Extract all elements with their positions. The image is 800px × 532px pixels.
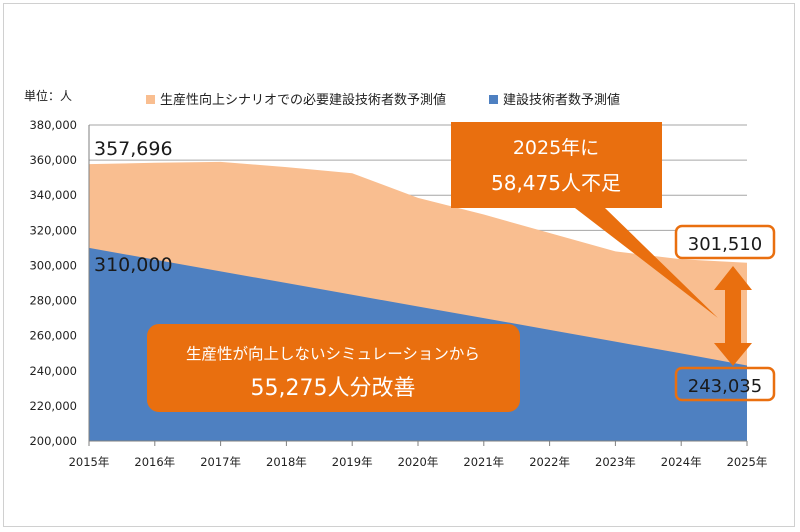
y-tick-label: 240,000 (29, 364, 77, 378)
x-tick-label: 2015年 (69, 455, 110, 469)
y-tick-label: 220,000 (29, 399, 77, 413)
y-tick-label: 320,000 (29, 223, 77, 237)
legend-label-productivity: 生産性向上シナリオでの必要建設技術者数予測値 (160, 92, 446, 108)
improvement-callout: 生産性が向上しないシミュレーションから 55,275人分改善 (147, 324, 520, 412)
shortage-callout: 2025年に 58,475人不足 (451, 122, 718, 318)
legend-swatch-engineers (489, 95, 498, 104)
y-tick-label: 260,000 (29, 329, 77, 343)
label-end-upper: 301,510 (688, 234, 762, 255)
improvement-line-2: 55,275人分改善 (251, 376, 416, 401)
x-tick-label: 2017年 (200, 455, 241, 469)
callout-line-1: 2025年に (513, 137, 599, 159)
legend-label-engineers: 建設技術者数予測値 (503, 92, 620, 108)
x-tick-label: 2016年 (134, 455, 175, 469)
label-start-upper: 357,696 (94, 138, 173, 160)
x-tick-label: 2020年 (398, 455, 439, 469)
end-lower-frame (674, 366, 776, 402)
gap-double-arrow (714, 266, 752, 366)
callout-box (451, 122, 718, 318)
improvement-box (147, 324, 520, 412)
x-tick-label: 2021年 (463, 455, 504, 469)
x-tick-label: 2023年 (595, 455, 636, 469)
x-tick-label: 2019年 (332, 455, 373, 469)
y-tick-label: 300,000 (29, 258, 77, 272)
callout-line-2: 58,475人不足 (491, 171, 621, 195)
end-upper-box: 301,510 (674, 224, 776, 260)
label-end-lower: 243,035 (688, 376, 762, 397)
legend: 生産性向上シナリオでの必要建設技術者数予測値 建設技術者数予測値 (146, 92, 620, 108)
legend-swatch-productivity (146, 95, 155, 104)
x-tick-label: 2024年 (661, 455, 702, 469)
x-tick-label: 2022年 (529, 455, 570, 469)
axes (88, 125, 748, 446)
y-tick-label: 200,000 (29, 434, 77, 448)
x-tick-label: 2025年 (727, 455, 768, 469)
y-tick-label: 380,000 (29, 118, 77, 132)
tick-labels: 200,000 220,000 240,000 260,000 280,000 300,0… (29, 118, 767, 469)
unit-label: 単位：人 (24, 88, 72, 103)
x-tick-label: 2018年 (266, 455, 307, 469)
label-start-lower: 310,000 (94, 254, 173, 276)
end-lower-box: 243,035 (674, 366, 776, 402)
y-tick-label: 340,000 (29, 188, 77, 202)
y-tick-label: 280,000 (29, 294, 77, 308)
y-tick-label: 360,000 (29, 153, 77, 167)
improvement-line-1: 生産性が向上しないシミュレーションから (186, 345, 480, 363)
end-upper-frame (674, 224, 776, 260)
